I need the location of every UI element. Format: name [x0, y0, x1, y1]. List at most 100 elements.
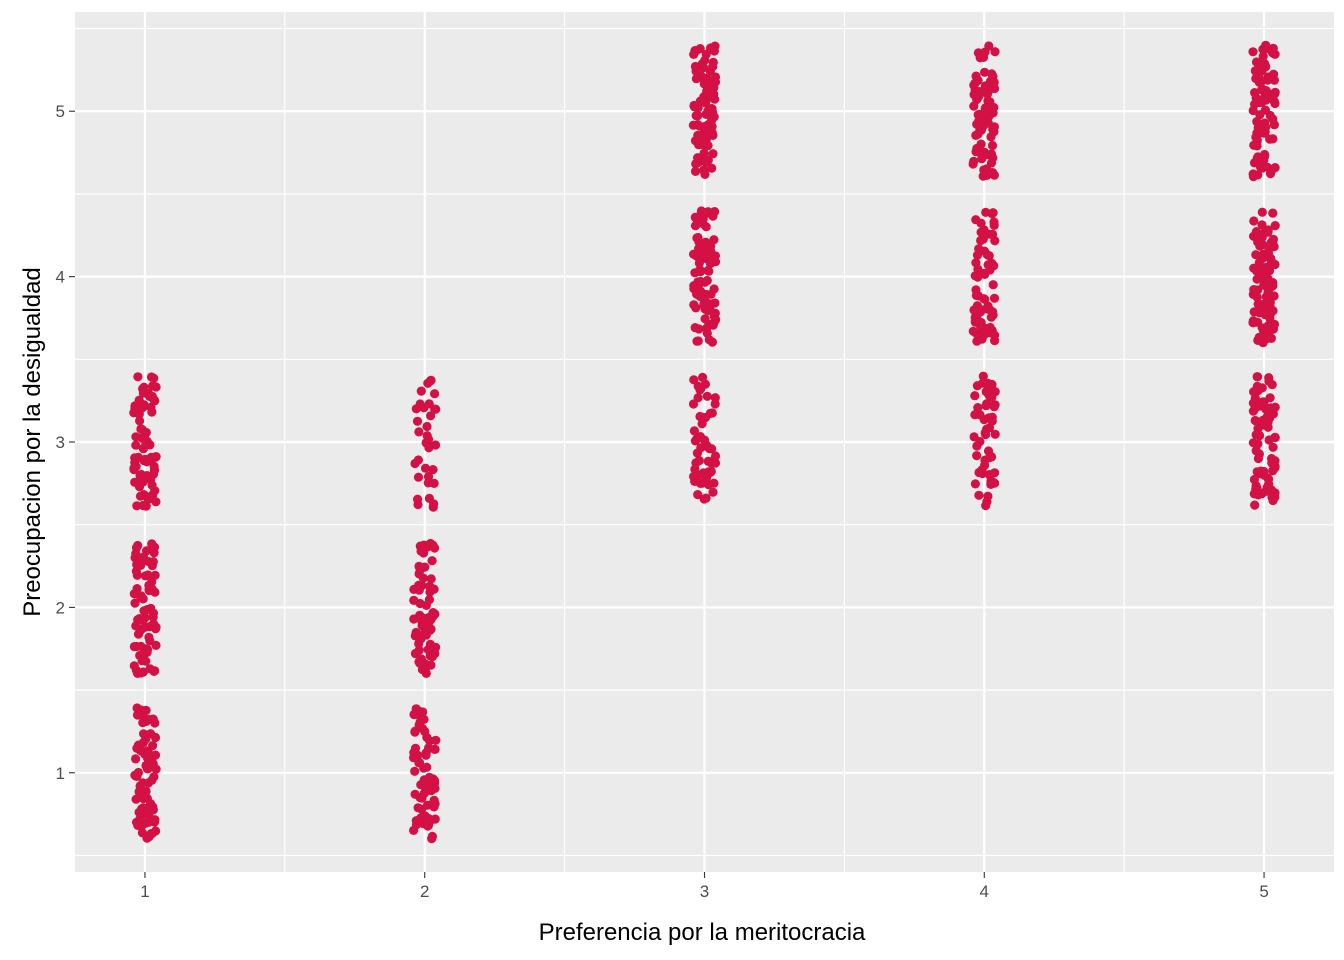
- data-point: [1254, 261, 1264, 271]
- data-point: [1268, 409, 1278, 419]
- data-point: [137, 433, 147, 443]
- data-point: [417, 621, 427, 631]
- data-point: [1248, 438, 1258, 448]
- data-point: [1252, 292, 1262, 302]
- data-point: [139, 400, 149, 410]
- data-point: [149, 772, 159, 782]
- data-point: [690, 436, 701, 446]
- data-point: [150, 396, 160, 406]
- data-point: [705, 304, 715, 314]
- data-point: [691, 66, 701, 76]
- data-point: [138, 738, 148, 748]
- data-point: [415, 565, 425, 575]
- data-point: [970, 410, 980, 420]
- data-point: [1253, 299, 1263, 309]
- data-point: [990, 83, 1000, 94]
- data-point: [1267, 48, 1278, 58]
- data-point: [699, 494, 709, 504]
- data-point: [429, 744, 439, 754]
- data-point: [1261, 262, 1271, 272]
- data-point: [691, 74, 702, 84]
- data-point: [427, 831, 437, 842]
- data-point: [709, 46, 720, 56]
- data-point: [415, 598, 425, 609]
- data-point: [1253, 170, 1263, 180]
- x-tick-label: 4: [980, 882, 989, 901]
- data-point: [1263, 321, 1273, 331]
- data-point: [148, 805, 158, 815]
- data-point: [699, 148, 709, 158]
- data-point: [696, 384, 706, 394]
- data-point: [1257, 207, 1267, 217]
- data-point: [423, 645, 433, 655]
- data-point: [971, 71, 981, 81]
- data-point: [697, 412, 707, 422]
- data-point: [1265, 393, 1275, 403]
- data-point: [414, 427, 424, 437]
- data-point: [694, 244, 704, 254]
- data-point: [415, 658, 425, 668]
- data-point: [689, 426, 700, 436]
- data-point: [974, 244, 984, 254]
- data-point: [413, 472, 424, 482]
- data-point: [429, 478, 439, 488]
- data-point: [698, 251, 708, 261]
- data-point: [147, 757, 157, 768]
- data-point: [1253, 335, 1263, 345]
- data-point: [1259, 155, 1269, 165]
- data-point: [147, 480, 157, 490]
- data-point: [704, 266, 714, 276]
- data-point: [983, 260, 993, 270]
- data-point: [420, 787, 430, 797]
- data-point: [130, 553, 140, 563]
- data-point: [1253, 372, 1263, 382]
- data-point: [410, 789, 420, 799]
- data-point: [983, 96, 993, 106]
- data-point: [708, 211, 718, 221]
- data-point: [1263, 72, 1273, 82]
- data-point: [417, 613, 427, 623]
- data-point: [700, 155, 710, 165]
- data-point: [145, 664, 155, 674]
- data-point: [698, 468, 709, 478]
- data-point: [131, 566, 141, 576]
- data-point: [149, 619, 159, 629]
- data-point: [691, 458, 701, 468]
- data-point: [416, 546, 426, 556]
- data-point: [708, 487, 718, 497]
- data-point: [420, 463, 431, 473]
- data-point: [982, 399, 992, 409]
- data-point: [1248, 47, 1258, 57]
- data-point: [414, 758, 424, 768]
- data-point: [981, 501, 991, 511]
- data-point: [135, 814, 145, 824]
- data-point: [149, 542, 160, 552]
- data-point: [988, 280, 998, 290]
- data-point: [970, 479, 981, 489]
- data-point: [1270, 163, 1280, 173]
- data-point: [131, 621, 141, 631]
- data-point: [692, 336, 702, 346]
- y-tick-label: 1: [56, 764, 65, 783]
- data-point: [980, 294, 990, 304]
- data-point: [428, 611, 438, 621]
- data-point: [409, 825, 419, 836]
- data-point: [1268, 442, 1278, 452]
- data-point: [137, 424, 147, 435]
- data-point: [429, 584, 439, 594]
- data-point: [138, 594, 148, 604]
- data-point: [702, 241, 712, 251]
- data-point: [413, 499, 423, 510]
- data-point: [690, 166, 701, 176]
- data-point: [971, 290, 982, 300]
- data-point: [142, 647, 152, 658]
- data-point: [430, 814, 440, 824]
- data-point: [710, 316, 720, 326]
- data-point: [1250, 285, 1261, 295]
- data-point: [701, 133, 711, 143]
- data-point: [693, 490, 703, 500]
- data-point: [426, 411, 436, 421]
- data-point: [705, 467, 715, 478]
- data-point: [1253, 453, 1263, 464]
- data-point: [147, 407, 157, 417]
